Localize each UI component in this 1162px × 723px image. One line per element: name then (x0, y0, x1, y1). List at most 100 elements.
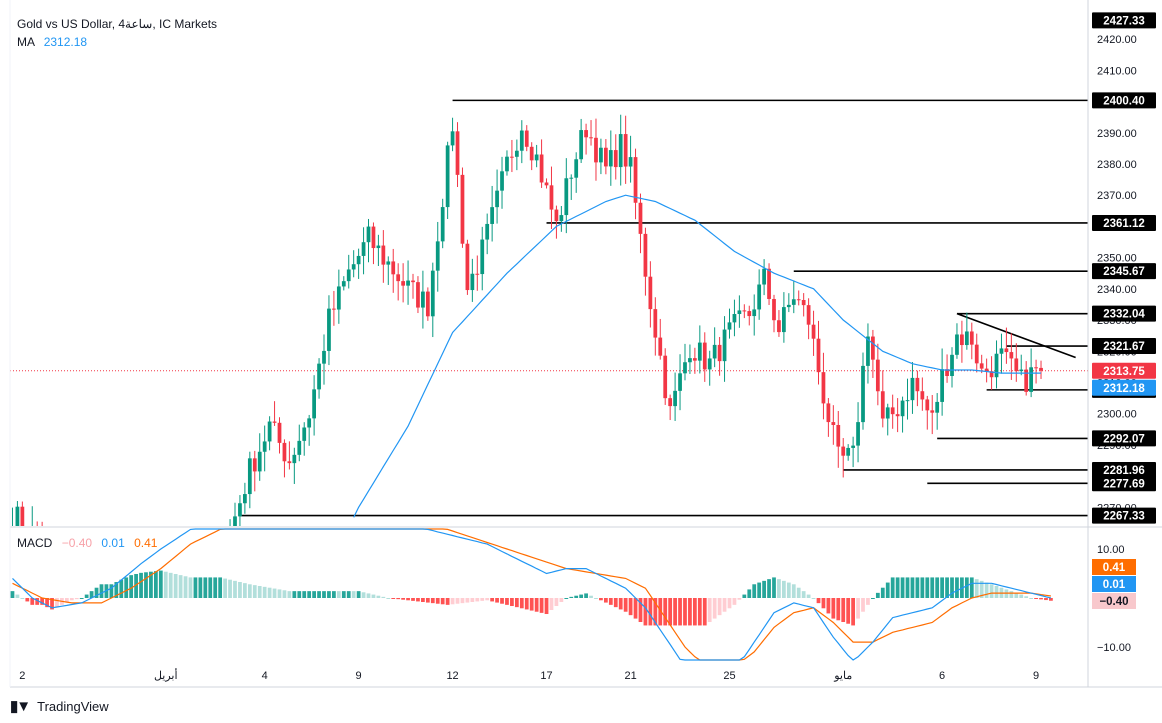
macd-histogram-bar (55, 598, 59, 608)
macd-histogram-bar (875, 592, 880, 598)
candle-body (890, 407, 895, 415)
macd-histogram-bar (955, 577, 959, 598)
price-tags-layer: 2427.332400.402361.122345.672321.672307.… (1092, 12, 1156, 609)
macd-histogram-bar (480, 598, 485, 601)
macd-histogram-bar (381, 596, 386, 598)
macd-histogram-bar (366, 593, 371, 598)
candle-body (514, 150, 519, 157)
macd-histogram-bar (287, 591, 292, 598)
candle-body (964, 331, 969, 346)
candle-body (332, 308, 336, 310)
candle-body (257, 451, 262, 472)
candle-body (816, 338, 821, 373)
macd-histogram-bar (564, 598, 569, 599)
macd-histogram-bar (1049, 598, 1053, 601)
macd-tick-label: −10.00 (1097, 642, 1131, 654)
macd-histogram-bar (153, 571, 158, 598)
candle-body (777, 320, 781, 333)
macd-histogram-bar (589, 595, 593, 598)
macd-histogram-bar (846, 598, 851, 624)
macd-tag-box (1092, 559, 1136, 575)
time-tick-label: 25 (723, 670, 735, 682)
macd-histogram-bar (416, 598, 420, 602)
candle-body (742, 310, 747, 312)
macd-tag-label: 0.01 (1103, 579, 1126, 591)
time-tick-label: 6 (939, 670, 945, 682)
candle-body (435, 241, 440, 271)
candle-body (371, 226, 376, 249)
macd-histogram-bar (490, 598, 495, 602)
candle-body (361, 242, 366, 256)
candle-body (396, 274, 401, 282)
macd-histogram-bar (767, 579, 771, 598)
level-tag-label: 2277.69 (1103, 478, 1145, 490)
candle-body (989, 371, 994, 378)
candle-body (697, 342, 702, 361)
macd-tag-label: 0.41 (1103, 562, 1126, 574)
price-tick-label: 2340.00 (1097, 284, 1137, 296)
candle-body (267, 421, 272, 442)
macd-histogram-bar (247, 584, 252, 598)
macd-histogram-bar (648, 598, 653, 626)
candle-body (910, 377, 915, 401)
candle-body (574, 159, 579, 178)
macd-histogram-bar (762, 580, 766, 598)
macd-histogram-bar (79, 598, 84, 599)
macd-histogram-bar (964, 577, 969, 598)
macd-histogram-bar (346, 591, 351, 598)
macd-histogram-bar (816, 598, 821, 604)
macd-histogram-bar (841, 598, 846, 623)
symbol-title: Gold vs US Dollar, 4ساعة, IC Markets (17, 17, 218, 31)
candle-body (955, 334, 959, 355)
macd-histogram-bar (866, 598, 870, 605)
macd-histogram-bar (945, 577, 949, 598)
macd-histogram-bar (158, 570, 163, 598)
macd-histogram-bar (678, 598, 682, 626)
macd-histogram-bar (386, 598, 391, 599)
macd-histogram-bar (74, 598, 79, 600)
candle-body (900, 400, 905, 417)
macd-histogram-bar (925, 577, 930, 598)
time-tick-label: 2 (19, 670, 25, 682)
macd-histogram-bar (683, 598, 687, 626)
macd-histogram-bar (663, 598, 668, 626)
macd-signal-value: 0.41 (134, 536, 158, 550)
macd-hist-value: −0.40 (61, 536, 93, 550)
macd-histogram-bar (772, 577, 776, 598)
level-tag-box (1092, 461, 1156, 478)
candle-body (994, 353, 999, 378)
candle-body (984, 368, 989, 372)
macd-histogram-bar (495, 598, 499, 603)
candle-body (979, 363, 984, 369)
macd-histogram-bar (109, 584, 114, 598)
current-price-tag-box (1092, 362, 1156, 379)
time-tick-label: 17 (540, 670, 552, 682)
candle-body (559, 215, 564, 222)
candle-body (920, 391, 925, 400)
macd-histogram-bar (15, 594, 20, 598)
candle-body (391, 261, 396, 275)
footer: ▮▼ TradingView (10, 697, 109, 715)
macd-histogram-bar (638, 598, 643, 623)
candle-body (752, 309, 757, 317)
macd-histogram-bar (139, 572, 143, 598)
macd-histogram-bar (915, 577, 920, 598)
candle-body (930, 410, 935, 413)
candle-body (782, 307, 786, 333)
candle-body (762, 268, 766, 285)
macd-histogram-bar (445, 598, 450, 605)
candle-body (312, 389, 316, 419)
macd-histogram-bar (243, 583, 247, 598)
macd-histogram-bar (178, 575, 183, 598)
macd-histogram-bar (1024, 596, 1029, 598)
level-tag-label: 2292.07 (1103, 433, 1145, 445)
macd-histogram-bar (203, 577, 208, 598)
candle-body (851, 445, 855, 448)
candle-body (1024, 369, 1029, 392)
candle-body (549, 185, 554, 210)
moving-average-layer (353, 194, 1041, 518)
macd-histogram-bar (272, 588, 277, 598)
macd-histogram-bar (826, 598, 831, 614)
time-tick-label: 9 (356, 670, 362, 682)
